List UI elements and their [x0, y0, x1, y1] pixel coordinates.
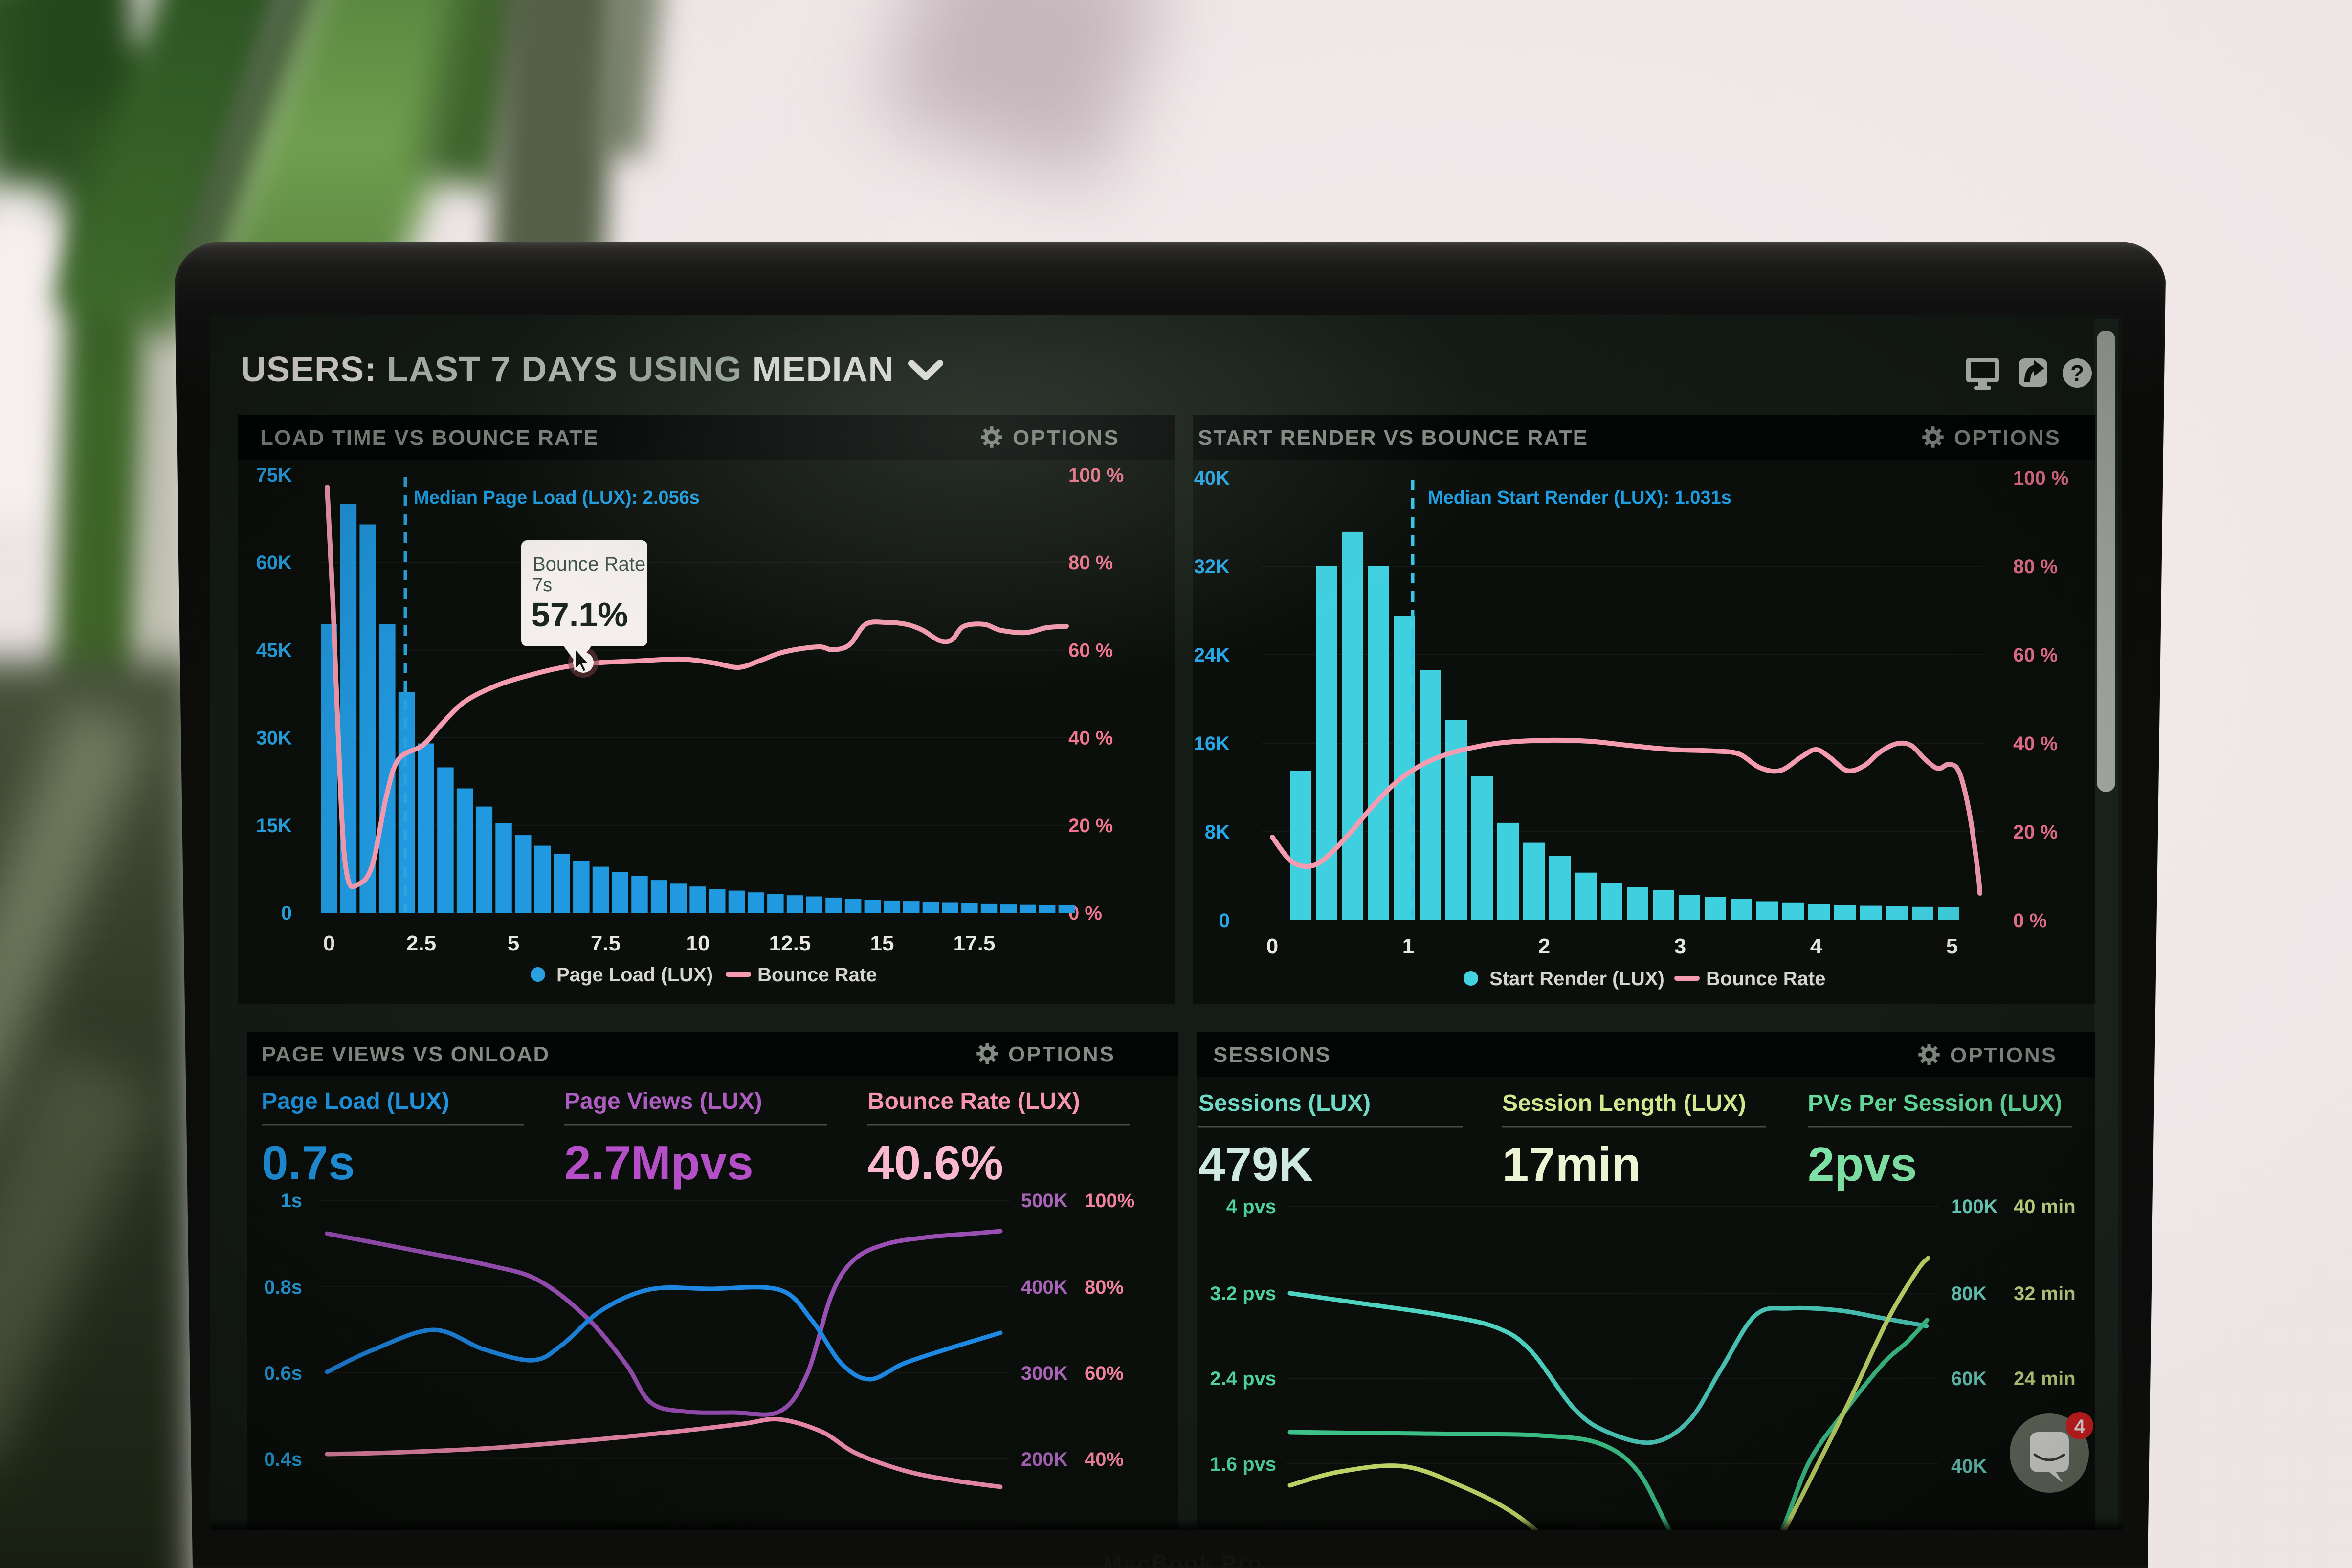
- svg-text:15K: 15K: [256, 815, 292, 837]
- svg-text:4: 4: [2074, 1416, 2086, 1437]
- svg-text:40 %: 40 %: [2013, 733, 2058, 754]
- svg-text:OPTIONS: OPTIONS: [1013, 426, 1120, 450]
- svg-text:32 min: 32 min: [2014, 1283, 2076, 1304]
- svg-text:Session Length (LUX): Session Length (LUX): [1502, 1090, 1746, 1116]
- svg-text:45K: 45K: [256, 640, 292, 661]
- svg-text:57.1%: 57.1%: [531, 596, 628, 634]
- svg-text:Sessions (LUX): Sessions (LUX): [1198, 1090, 1371, 1116]
- svg-text:5: 5: [1946, 934, 1958, 958]
- svg-text:10: 10: [686, 931, 710, 955]
- svg-text:PVs Per Session (LUX): PVs Per Session (LUX): [1808, 1090, 2062, 1116]
- svg-text:OPTIONS: OPTIONS: [1954, 426, 2061, 450]
- svg-text:20 %: 20 %: [1068, 815, 1113, 837]
- svg-text:OPTIONS: OPTIONS: [1008, 1042, 1115, 1066]
- svg-text:4 pvs: 4 pvs: [1226, 1196, 1276, 1217]
- svg-text:Start Render (LUX): Start Render (LUX): [1489, 968, 1664, 990]
- svg-text:2.4 pvs: 2.4 pvs: [1210, 1368, 1276, 1390]
- svg-text:20 %: 20 %: [2013, 821, 2058, 843]
- svg-text:40 %: 40 %: [1068, 728, 1113, 749]
- svg-text:0.8s: 0.8s: [264, 1277, 302, 1298]
- svg-text:0 %: 0 %: [2013, 910, 2047, 931]
- svg-text:16K: 16K: [1194, 733, 1230, 754]
- svg-text:30K: 30K: [256, 728, 292, 749]
- svg-text:40K: 40K: [1951, 1456, 1987, 1477]
- svg-text:2.7Mpvs: 2.7Mpvs: [564, 1136, 754, 1190]
- svg-text:60K: 60K: [1951, 1368, 1987, 1390]
- svg-text:0: 0: [1266, 934, 1278, 958]
- svg-text:17min: 17min: [1502, 1137, 1641, 1191]
- svg-text:7s: 7s: [533, 575, 552, 596]
- svg-text:7.5: 7.5: [591, 931, 621, 955]
- svg-text:Median Start Render (LUX): 1.0: Median Start Render (LUX): 1.031s: [1428, 487, 1731, 508]
- svg-text:24K: 24K: [1194, 644, 1230, 666]
- svg-text:Bounce Rate: Bounce Rate: [757, 964, 877, 986]
- svg-text:2.5: 2.5: [406, 931, 436, 955]
- svg-text:0: 0: [1219, 910, 1230, 931]
- svg-text:100%: 100%: [1085, 1190, 1134, 1212]
- svg-text:Bounce Rate: Bounce Rate: [1706, 968, 1826, 990]
- svg-text:32K: 32K: [1194, 556, 1230, 577]
- svg-text:0.6s: 0.6s: [264, 1363, 302, 1384]
- svg-text:2: 2: [1538, 934, 1550, 958]
- svg-text:1s: 1s: [281, 1190, 303, 1212]
- svg-text:8K: 8K: [1205, 821, 1230, 843]
- svg-text:OPTIONS: OPTIONS: [1950, 1043, 2057, 1067]
- svg-text:80%: 80%: [1085, 1277, 1124, 1298]
- svg-text:PAGE VIEWS VS ONLOAD: PAGE VIEWS VS ONLOAD: [262, 1042, 550, 1066]
- svg-text:60%: 60%: [1085, 1363, 1124, 1384]
- svg-text:40 min: 40 min: [2014, 1196, 2076, 1217]
- svg-text:300K: 300K: [1021, 1363, 1068, 1384]
- svg-text:40%: 40%: [1085, 1449, 1124, 1470]
- svg-text:200K: 200K: [1021, 1449, 1068, 1470]
- svg-text:Page Views (LUX): Page Views (LUX): [564, 1088, 762, 1114]
- svg-text:Bounce Rate: Bounce Rate: [533, 553, 645, 575]
- svg-text:?: ?: [2070, 360, 2084, 386]
- svg-text:100 %: 100 %: [1068, 464, 1124, 486]
- svg-text:3.2 pvs: 3.2 pvs: [1210, 1283, 1276, 1304]
- svg-text:15: 15: [870, 931, 894, 955]
- svg-text:40.6%: 40.6%: [867, 1136, 1003, 1190]
- svg-text:SESSIONS: SESSIONS: [1213, 1043, 1331, 1067]
- svg-text:0.7s: 0.7s: [262, 1136, 355, 1190]
- svg-text:100 %: 100 %: [2013, 467, 2068, 489]
- svg-text:2pvs: 2pvs: [1808, 1137, 1917, 1191]
- svg-text:400K: 400K: [1021, 1277, 1068, 1298]
- svg-text:60K: 60K: [256, 552, 292, 574]
- svg-text:Median Page Load (LUX): 2.056s: Median Page Load (LUX): 2.056s: [414, 487, 700, 508]
- svg-text:100K: 100K: [1951, 1196, 1998, 1217]
- svg-text:479K: 479K: [1198, 1137, 1313, 1191]
- svg-text:Page Load (LUX): Page Load (LUX): [262, 1088, 449, 1114]
- svg-text:80K: 80K: [1951, 1283, 1987, 1304]
- svg-text:0: 0: [281, 903, 292, 924]
- svg-text:40K: 40K: [1194, 467, 1230, 489]
- svg-text:5: 5: [508, 931, 519, 955]
- svg-text:START RENDER VS BOUNCE RATE: START RENDER VS BOUNCE RATE: [1198, 426, 1588, 450]
- svg-text:80 %: 80 %: [1068, 552, 1113, 574]
- svg-text:3: 3: [1674, 934, 1686, 958]
- svg-text:24 min: 24 min: [2014, 1368, 2076, 1390]
- svg-text:0.4s: 0.4s: [264, 1449, 302, 1470]
- svg-text:17.5: 17.5: [954, 931, 996, 955]
- svg-text:60 %: 60 %: [1068, 640, 1113, 661]
- svg-text:75K: 75K: [256, 464, 292, 486]
- svg-text:500K: 500K: [1021, 1190, 1068, 1212]
- svg-text:LOAD TIME VS BOUNCE RATE: LOAD TIME VS BOUNCE RATE: [260, 426, 599, 450]
- svg-text:1.6 pvs: 1.6 pvs: [1210, 1454, 1276, 1475]
- svg-text:1: 1: [1402, 934, 1414, 958]
- svg-text:60 %: 60 %: [2013, 644, 2058, 666]
- svg-text:80 %: 80 %: [2013, 556, 2058, 577]
- svg-text:12.5: 12.5: [769, 931, 811, 955]
- svg-text:Bounce Rate (LUX): Bounce Rate (LUX): [867, 1088, 1080, 1114]
- svg-text:0: 0: [323, 931, 335, 955]
- svg-text:4: 4: [1810, 934, 1822, 958]
- svg-text:Page Load (LUX): Page Load (LUX): [556, 964, 713, 986]
